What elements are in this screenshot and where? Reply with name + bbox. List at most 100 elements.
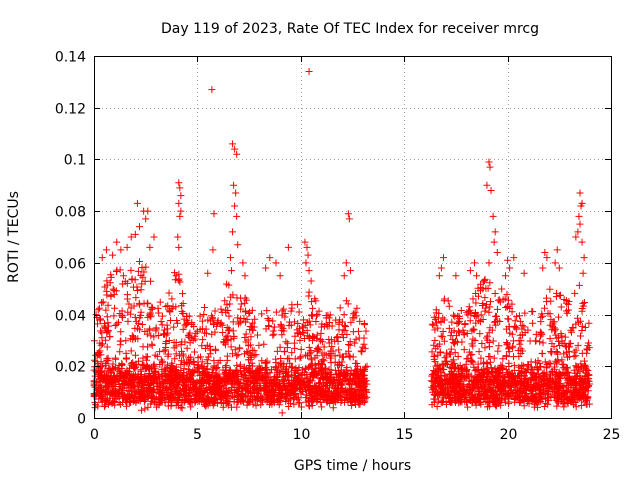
data-point xyxy=(576,391,584,399)
data-point xyxy=(563,368,571,376)
data-point xyxy=(552,331,560,339)
data-point xyxy=(305,335,313,343)
data-point xyxy=(472,299,480,307)
data-point xyxy=(107,273,115,281)
data-point xyxy=(269,327,277,335)
data-point xyxy=(129,381,137,389)
data-point xyxy=(332,398,340,406)
data-point xyxy=(170,338,178,346)
data-point xyxy=(454,353,462,361)
data-point xyxy=(539,339,547,347)
data-point xyxy=(324,388,332,396)
data-point xyxy=(172,272,180,280)
data-point xyxy=(440,337,448,345)
data-point xyxy=(174,233,182,241)
data-point xyxy=(244,387,252,395)
data-point xyxy=(585,374,593,382)
data-point xyxy=(241,272,249,280)
data-point xyxy=(502,304,510,312)
data-point xyxy=(578,377,586,385)
data-point xyxy=(453,338,461,346)
data-point xyxy=(131,386,139,394)
data-point xyxy=(273,347,281,355)
data-point xyxy=(270,380,278,388)
data-point xyxy=(211,328,219,336)
data-point xyxy=(356,383,364,391)
data-point xyxy=(581,369,589,377)
data-point xyxy=(221,297,229,305)
data-point xyxy=(305,386,313,394)
data-point xyxy=(160,347,168,355)
data-point xyxy=(477,377,485,385)
data-point xyxy=(362,327,370,335)
data-point xyxy=(186,367,194,375)
data-point xyxy=(234,378,242,386)
data-point xyxy=(476,396,484,404)
data-point xyxy=(358,397,366,405)
data-point xyxy=(447,332,455,340)
data-point xyxy=(448,318,456,326)
data-point xyxy=(208,86,216,94)
data-point xyxy=(110,291,118,299)
data-point xyxy=(577,363,585,371)
data-point xyxy=(299,323,307,331)
data-point xyxy=(159,391,167,399)
data-point xyxy=(133,283,141,291)
data-point xyxy=(332,384,340,392)
data-point xyxy=(499,296,507,304)
data-point xyxy=(223,352,231,360)
data-point xyxy=(335,326,343,334)
data-point xyxy=(345,376,353,384)
data-point xyxy=(167,398,175,406)
data-point xyxy=(336,351,344,359)
data-point xyxy=(219,403,227,411)
data-point xyxy=(527,387,535,395)
data-point xyxy=(428,383,436,391)
data-point xyxy=(157,356,165,364)
data-point xyxy=(287,371,295,379)
data-point xyxy=(579,386,587,394)
data-point xyxy=(131,276,139,284)
data-point xyxy=(431,337,439,345)
data-point xyxy=(102,246,110,254)
data-point xyxy=(181,321,189,329)
data-point xyxy=(95,304,103,312)
data-point xyxy=(297,330,305,338)
data-point xyxy=(211,345,219,353)
data-point xyxy=(578,349,586,357)
data-point xyxy=(306,321,314,329)
data-point xyxy=(544,391,552,399)
data-point xyxy=(233,294,241,302)
data-point xyxy=(175,179,183,187)
data-point xyxy=(242,296,250,304)
data-point xyxy=(556,291,564,299)
data-point xyxy=(355,391,363,399)
data-point xyxy=(118,368,126,376)
data-point xyxy=(493,249,501,257)
data-point xyxy=(292,364,300,372)
data-point xyxy=(334,337,342,345)
data-point xyxy=(580,254,588,262)
data-point xyxy=(142,215,150,223)
data-point xyxy=(577,202,585,210)
data-point xyxy=(543,254,551,262)
data-point xyxy=(349,396,357,404)
data-point xyxy=(561,389,569,397)
data-point xyxy=(438,391,446,399)
data-point xyxy=(516,317,524,325)
data-point xyxy=(137,366,145,374)
data-point xyxy=(199,336,207,344)
data-point xyxy=(185,398,193,406)
data-point xyxy=(272,259,280,267)
data-point xyxy=(428,348,436,356)
data-point xyxy=(104,380,112,388)
data-point xyxy=(226,254,234,262)
data-point xyxy=(223,280,231,288)
data-point xyxy=(490,354,498,362)
data-point xyxy=(532,381,540,389)
data-point xyxy=(465,389,473,397)
data-point xyxy=(555,264,563,272)
data-point xyxy=(106,333,114,341)
x-tick-label: 15 xyxy=(396,427,414,443)
data-point xyxy=(221,341,229,349)
